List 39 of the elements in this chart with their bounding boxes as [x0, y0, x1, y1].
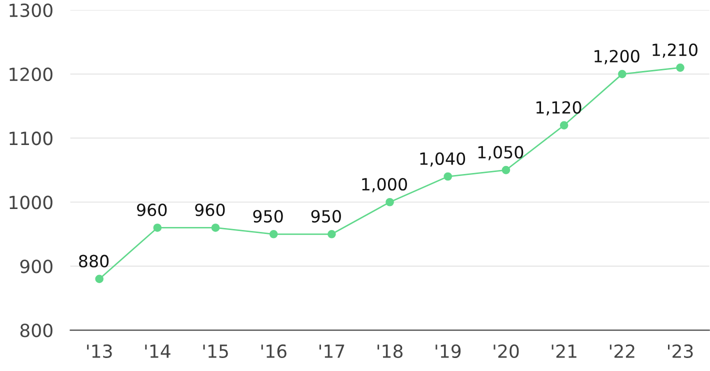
- y-tick-label: 1200: [10, 68, 52, 82]
- x-tick-label: '17: [319, 344, 344, 358]
- point: [560, 121, 568, 130]
- y-tick-label: 1300: [10, 3, 52, 18]
- x-tick-label: '13: [87, 344, 112, 358]
- x-tick-label: '16: [261, 344, 286, 358]
- x-tick-label: '22: [610, 344, 634, 358]
- point: [676, 63, 684, 72]
- point: [618, 70, 626, 78]
- data-label: 960: [195, 204, 225, 216]
- x-tick-label: '20: [494, 344, 519, 358]
- data-label: 1,050: [478, 146, 524, 160]
- point: [153, 224, 162, 232]
- point: [328, 230, 336, 238]
- point: [502, 166, 510, 174]
- point: [211, 224, 220, 232]
- point: [444, 172, 452, 181]
- data-label: 1,120: [536, 101, 582, 116]
- data-label: 960: [137, 204, 167, 216]
- x-tick-label: '21: [552, 344, 576, 358]
- y-tick-label: 800: [20, 324, 52, 338]
- y-tick-label: 1100: [10, 132, 52, 146]
- data-label: 1,200: [594, 50, 640, 64]
- data-label: 950: [311, 210, 341, 223]
- point: [269, 230, 278, 238]
- y-tick-label: 1000: [10, 196, 52, 210]
- data-label: 880: [79, 254, 109, 268]
- x-tick-label: '19: [436, 344, 461, 358]
- data-label: 950: [253, 210, 283, 223]
- point: [95, 274, 104, 284]
- data-label: 1,210: [652, 43, 698, 58]
- x-tick-label: '18: [378, 344, 403, 358]
- x-tick-label: '14: [145, 344, 170, 358]
- data-label: 1,040: [420, 152, 466, 167]
- data-label: 1,000: [362, 178, 407, 192]
- point: [386, 198, 394, 206]
- x-tick-label: '15: [203, 344, 228, 358]
- y-tick-label: 900: [20, 260, 52, 274]
- x-tick-label: '23: [668, 344, 693, 358]
